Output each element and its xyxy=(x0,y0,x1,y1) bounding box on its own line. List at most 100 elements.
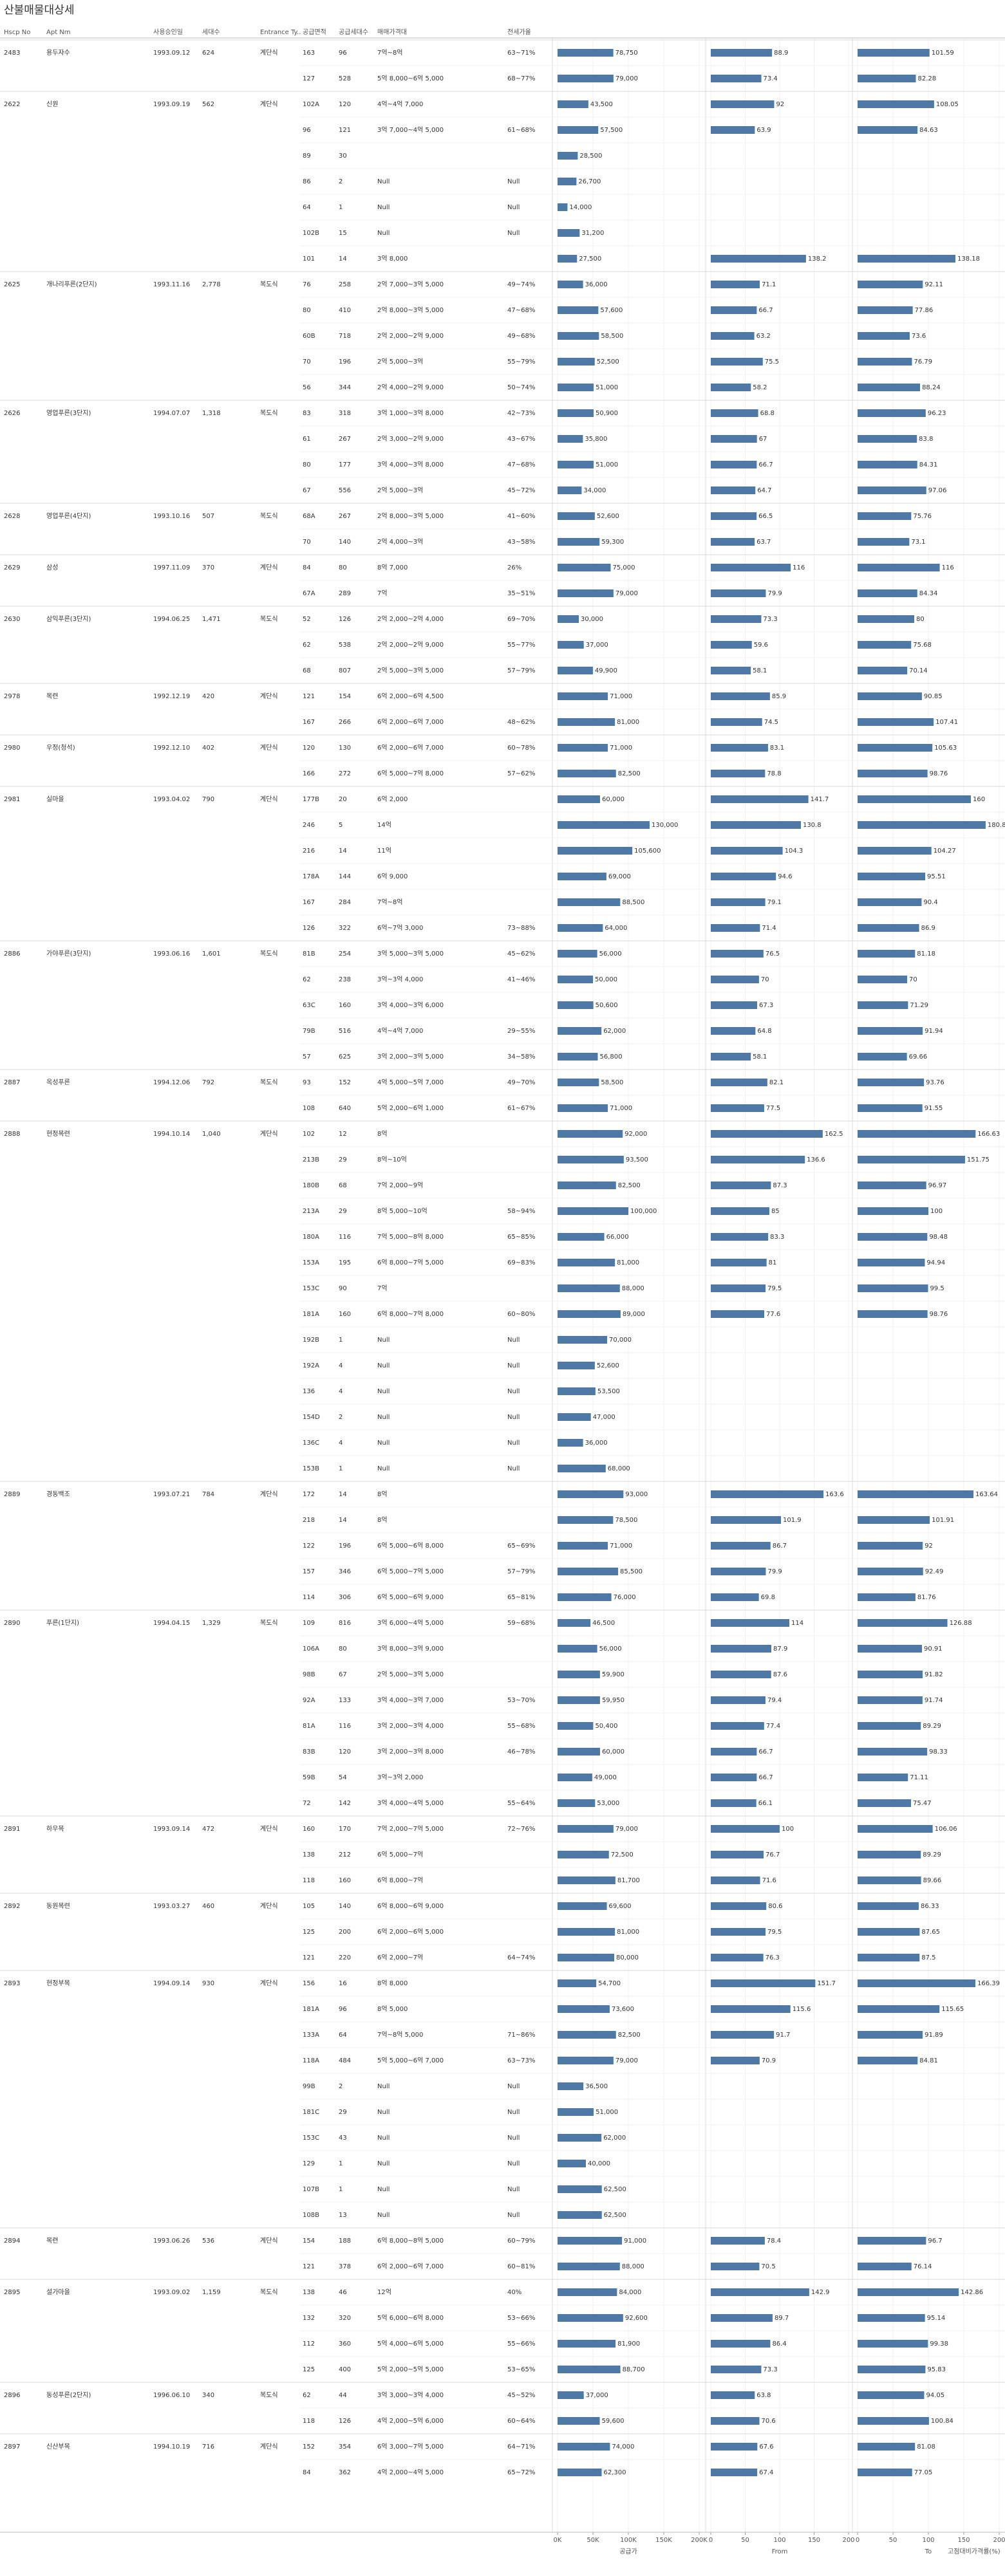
cell: 108B xyxy=(303,2212,319,2219)
ratio-label: 92 xyxy=(925,1543,933,1550)
cell: 4억~4억 7,000 xyxy=(377,100,423,108)
price-bar xyxy=(558,2057,614,2064)
price-label: 50,900 xyxy=(596,410,618,417)
tick-label: 0 xyxy=(856,2537,859,2544)
ratio-bar xyxy=(711,770,765,777)
cell: 동성푸른(2단지) xyxy=(46,2391,91,2399)
price-bar xyxy=(558,976,593,983)
cell: 41~60% xyxy=(507,513,535,520)
tick-label: 200 xyxy=(993,2537,1005,2544)
price-bar xyxy=(558,1593,612,1601)
cell: 계단식 xyxy=(260,564,278,571)
cell: 140 xyxy=(339,539,351,546)
ratio-label: 78.4 xyxy=(767,2238,781,2245)
cell: 86 xyxy=(303,178,311,185)
ratio-bar xyxy=(711,1593,759,1601)
price-bar xyxy=(558,1876,615,1884)
cell: 복도식 xyxy=(260,281,278,288)
tick-label: 50K xyxy=(587,2537,599,2544)
ratio-label: 88.9 xyxy=(774,50,788,57)
ratio-label: 138.2 xyxy=(808,255,827,263)
cell: 57~62% xyxy=(507,770,535,777)
cell: 188 xyxy=(339,2238,351,2245)
cell: 65~85% xyxy=(507,1234,535,1241)
cell: 8억 5,000 xyxy=(377,2005,408,2013)
cell: 2억 8,000~3억 5,000 xyxy=(377,512,444,520)
ratio-label: 79.4 xyxy=(767,1697,782,1704)
cell: 1993.09.02 xyxy=(153,2289,190,2296)
cell: 6억 2,000~7억 xyxy=(377,1954,423,1961)
price-label: 53,000 xyxy=(597,1800,619,1807)
ratio-bar xyxy=(858,2391,925,2399)
cell: 400 xyxy=(339,2366,351,2373)
cell: 140 xyxy=(339,1903,351,1910)
cell: 54 xyxy=(339,1774,347,1781)
ratio-label: 91.89 xyxy=(925,2032,943,2039)
cell: 6억~7억 3,000 xyxy=(377,924,423,932)
price-bar xyxy=(558,2237,623,2245)
ratio-bar xyxy=(858,898,922,906)
price-label: 69,000 xyxy=(608,873,631,880)
cell: 138 xyxy=(303,1851,315,1858)
cell: 1,471 xyxy=(202,616,221,623)
price-label: 54,700 xyxy=(598,1980,621,1987)
cell: 120 xyxy=(339,1748,351,1756)
cell: 2억 7,000~3억 5,000 xyxy=(377,281,444,288)
cell: 1 xyxy=(339,204,343,211)
cell: 160 xyxy=(339,1002,351,1009)
ratio-label: 180.84 xyxy=(988,822,1005,829)
cell: 79B xyxy=(303,1028,315,1035)
ratio-bar xyxy=(858,1774,908,1781)
ratio-label: 77.5 xyxy=(766,1105,780,1112)
ratio-label: 89.7 xyxy=(775,2315,789,2322)
ratio-bar xyxy=(858,1207,928,1215)
ratio-label: 71.11 xyxy=(910,1774,928,1781)
cell: 3억 4,000~3억 7,000 xyxy=(377,1696,444,1704)
cell: 180B xyxy=(303,1182,319,1189)
cell: 3억 4,000~3억 6,000 xyxy=(377,1001,444,1009)
price-label: 56,000 xyxy=(599,950,622,958)
price-bar xyxy=(558,2185,602,2193)
cell: 53~65% xyxy=(507,2366,535,2373)
ratio-label: 98.48 xyxy=(929,1234,948,1241)
cell: 5억 6,000~6억 8,000 xyxy=(377,2314,444,2322)
cell: 11억 xyxy=(377,847,391,855)
price-bar xyxy=(558,641,584,649)
axis-caption: 고점대비가격률(%) xyxy=(948,2547,1000,2555)
cell: 복도식 xyxy=(260,2391,278,2399)
ratio-label: 94.94 xyxy=(926,1259,945,1266)
cell: 121 xyxy=(303,1954,315,1961)
cell: 설가마을 xyxy=(46,2288,70,2296)
cell: 48~62% xyxy=(507,719,535,726)
price-label: 59,900 xyxy=(602,1671,625,1678)
ratio-label: 92.49 xyxy=(925,1568,944,1575)
cell: 61~67% xyxy=(507,1105,535,1112)
ratio-label: 73.4 xyxy=(764,75,778,82)
ratio-label: 63.7 xyxy=(756,539,771,546)
price-bar xyxy=(558,1619,591,1627)
ratio-bar xyxy=(858,2237,926,2245)
cell: 55~64% xyxy=(507,1800,535,1807)
tick-label: 150K xyxy=(655,2537,672,2544)
cell: 경동백조 xyxy=(46,1490,70,1498)
ratio-label: 76.7 xyxy=(765,1851,780,1858)
cell: 114 xyxy=(303,1594,315,1601)
cell: 5억 4,000~6억 5,000 xyxy=(377,2340,444,2348)
ratio-label: 77.05 xyxy=(914,2469,933,2476)
ratio-bar xyxy=(711,1979,816,1987)
ratio-label: 166.39 xyxy=(977,1980,1000,1987)
cell: Null xyxy=(377,2109,390,2116)
ratio-bar xyxy=(711,1516,782,1524)
ratio-label: 91.7 xyxy=(776,2032,790,2039)
cell: Null xyxy=(377,1337,390,1344)
cell: 138 xyxy=(303,2289,315,2296)
ratio-label: 88.24 xyxy=(922,384,941,391)
cell: 65~72% xyxy=(507,2469,535,2476)
cell: 8억 5,000~10억 xyxy=(377,1207,427,1215)
cell: 6억 8,000~7억 xyxy=(377,1876,423,1884)
ratio-bar xyxy=(858,667,908,674)
cell: 옥성푸른 xyxy=(46,1079,70,1086)
cell: 378 xyxy=(339,2263,351,2270)
ratio-label: 63.8 xyxy=(756,2392,771,2399)
